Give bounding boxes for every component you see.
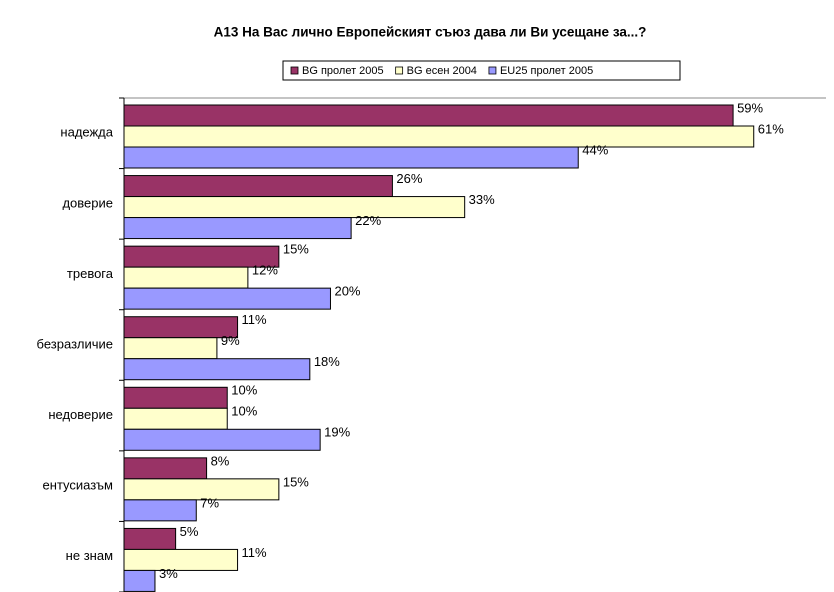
value-label: 10%	[231, 383, 257, 398]
bar	[123, 196, 466, 219]
y-tick-label: тревога	[67, 266, 114, 281]
value-label: 5%	[180, 524, 199, 539]
legend-label: BG есен 2004	[407, 65, 477, 77]
bar	[123, 569, 156, 592]
y-tick-label: надежда	[60, 125, 113, 140]
value-label: 61%	[758, 121, 784, 136]
y-tick-label: доверие	[62, 195, 113, 210]
bar	[123, 287, 331, 310]
bar	[123, 548, 239, 571]
legend-swatch	[395, 66, 404, 75]
bar	[123, 125, 755, 148]
legend-box	[282, 60, 681, 81]
legend-label: EU25 пролет 2005	[500, 65, 593, 77]
bar	[123, 358, 311, 381]
bar	[123, 386, 228, 409]
y-tick-label: ентусиазъм	[43, 478, 114, 493]
value-label: 7%	[200, 495, 219, 510]
legend-label: BG пролет 2005	[302, 65, 384, 77]
legend-swatch	[290, 66, 299, 75]
bar	[123, 527, 177, 550]
value-label: 44%	[582, 142, 608, 157]
value-label: 22%	[355, 213, 381, 228]
value-label: 33%	[469, 192, 495, 207]
value-label: 10%	[231, 404, 257, 419]
value-label: 15%	[283, 474, 309, 489]
value-label: 8%	[211, 453, 230, 468]
bar	[123, 499, 197, 522]
bar	[123, 337, 218, 360]
bar	[123, 457, 208, 480]
value-label: 18%	[314, 354, 340, 369]
value-label: 3%	[159, 566, 178, 581]
value-label: 11%	[242, 545, 267, 560]
value-label: 15%	[283, 242, 309, 257]
bar	[123, 217, 352, 240]
y-tick-label: безразличие	[37, 336, 113, 351]
bar	[123, 175, 393, 198]
value-label: 20%	[334, 284, 360, 299]
value-label: 12%	[252, 263, 278, 278]
value-label: 26%	[396, 171, 422, 186]
y-tick-label: не знам	[66, 548, 113, 563]
value-label: 9%	[221, 333, 240, 348]
bar	[123, 407, 228, 430]
bar	[123, 428, 321, 451]
value-label: 19%	[324, 425, 350, 440]
bar	[123, 146, 579, 169]
bar	[123, 266, 249, 289]
value-label: 59%	[737, 100, 763, 115]
value-label: 11%	[242, 312, 267, 327]
chart-title: A13 На Вас лично Европейският съюз дава …	[214, 25, 647, 40]
legend-swatch	[488, 66, 497, 75]
y-tick-label: недоверие	[48, 407, 113, 422]
bar	[123, 104, 734, 127]
